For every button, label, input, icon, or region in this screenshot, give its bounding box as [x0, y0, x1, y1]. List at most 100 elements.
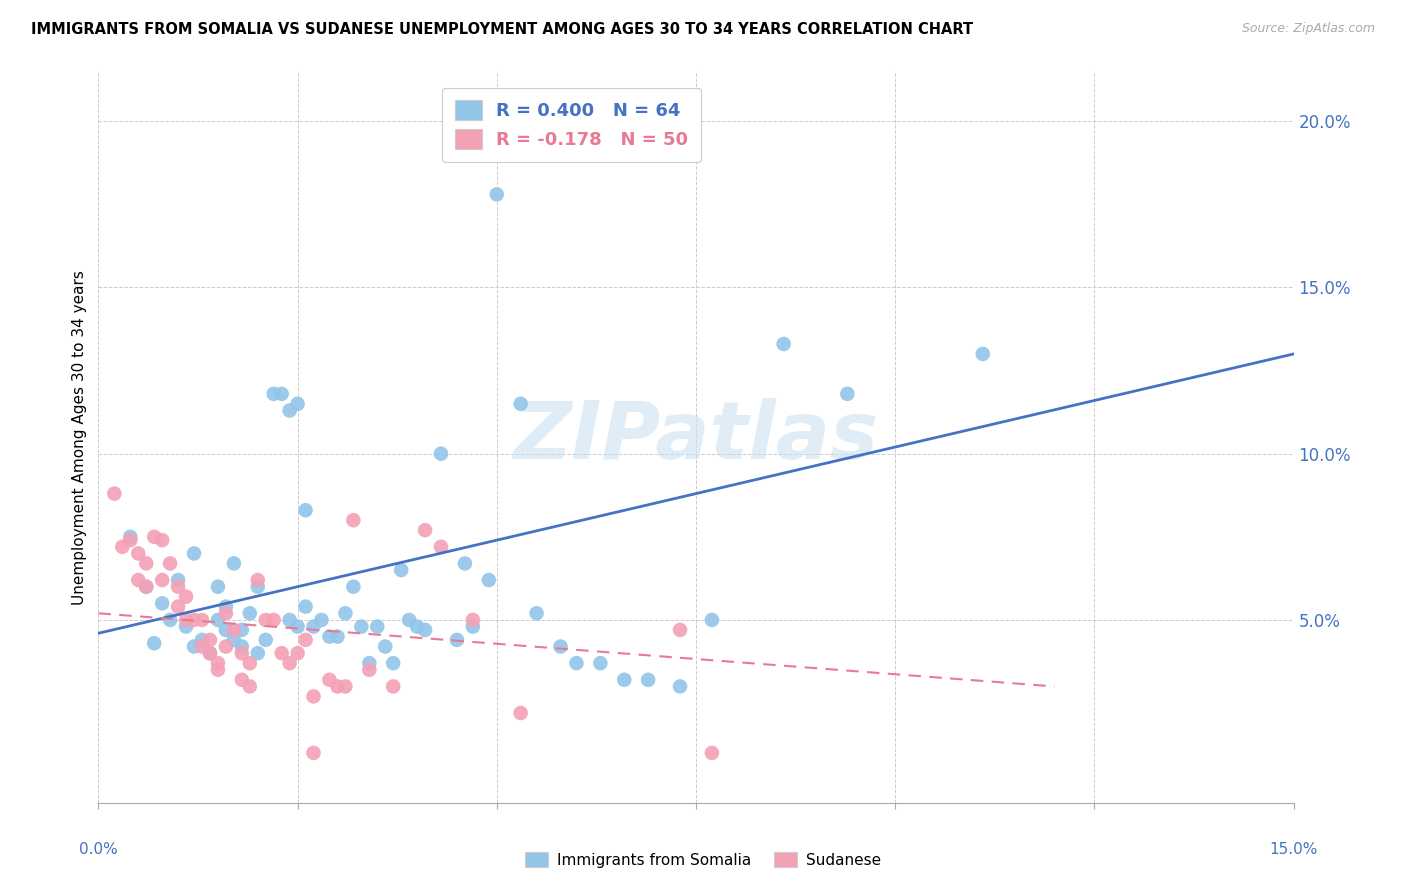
- Point: [207, 656, 229, 670]
- Point: [103, 486, 125, 500]
- Point: [446, 632, 468, 647]
- Point: [485, 187, 508, 202]
- Point: [120, 530, 142, 544]
- Point: [278, 403, 301, 417]
- Point: [150, 533, 173, 548]
- Point: [231, 673, 253, 687]
- Point: [613, 673, 636, 687]
- Point: [398, 613, 420, 627]
- Point: [294, 503, 316, 517]
- Legend: Immigrants from Somalia, Sudanese: Immigrants from Somalia, Sudanese: [517, 844, 889, 875]
- Point: [509, 397, 531, 411]
- Point: [174, 619, 197, 633]
- Point: [837, 387, 859, 401]
- Point: [198, 646, 221, 660]
- Point: [366, 619, 388, 633]
- Point: [461, 619, 484, 633]
- Point: [294, 632, 316, 647]
- Point: [191, 640, 214, 654]
- Point: [215, 640, 238, 654]
- Point: [335, 607, 357, 621]
- Point: [430, 447, 453, 461]
- Point: [454, 557, 477, 571]
- Point: [222, 632, 245, 647]
- Point: [174, 590, 197, 604]
- Point: [167, 599, 190, 614]
- Point: [239, 680, 262, 694]
- Point: [389, 563, 412, 577]
- Point: [191, 632, 214, 647]
- Point: [430, 540, 453, 554]
- Point: [294, 599, 316, 614]
- Point: [318, 630, 340, 644]
- Point: [246, 646, 269, 660]
- Point: [302, 619, 325, 633]
- Point: [278, 656, 301, 670]
- Point: [207, 613, 229, 627]
- Point: [326, 630, 349, 644]
- Point: [359, 663, 381, 677]
- Point: [302, 690, 325, 704]
- Point: [700, 613, 723, 627]
- Point: [700, 746, 723, 760]
- Point: [318, 673, 340, 687]
- Point: [382, 680, 405, 694]
- Text: 15.0%: 15.0%: [1270, 842, 1317, 856]
- Y-axis label: Unemployment Among Ages 30 to 34 years: Unemployment Among Ages 30 to 34 years: [72, 269, 87, 605]
- Point: [150, 573, 173, 587]
- Point: [207, 580, 229, 594]
- Point: [222, 623, 245, 637]
- Point: [215, 607, 238, 621]
- Point: [413, 523, 436, 537]
- Point: [150, 596, 173, 610]
- Point: [254, 632, 277, 647]
- Point: [127, 546, 149, 560]
- Point: [342, 580, 364, 594]
- Point: [461, 613, 484, 627]
- Point: [382, 656, 405, 670]
- Text: ZIPatlas: ZIPatlas: [513, 398, 879, 476]
- Point: [183, 613, 205, 627]
- Legend: R = 0.400   N = 64, R = -0.178   N = 50: R = 0.400 N = 64, R = -0.178 N = 50: [441, 87, 700, 161]
- Text: Source: ZipAtlas.com: Source: ZipAtlas.com: [1241, 22, 1375, 36]
- Point: [278, 613, 301, 627]
- Point: [565, 656, 588, 670]
- Point: [135, 580, 157, 594]
- Point: [143, 530, 166, 544]
- Point: [287, 646, 309, 660]
- Point: [215, 599, 238, 614]
- Text: IMMIGRANTS FROM SOMALIA VS SUDANESE UNEMPLOYMENT AMONG AGES 30 TO 34 YEARS CORRE: IMMIGRANTS FROM SOMALIA VS SUDANESE UNEM…: [31, 22, 973, 37]
- Point: [509, 706, 531, 720]
- Point: [231, 646, 253, 660]
- Point: [135, 557, 157, 571]
- Point: [270, 646, 292, 660]
- Point: [342, 513, 364, 527]
- Point: [263, 387, 285, 401]
- Point: [135, 580, 157, 594]
- Point: [302, 746, 325, 760]
- Point: [972, 347, 994, 361]
- Point: [215, 623, 238, 637]
- Point: [589, 656, 612, 670]
- Point: [637, 673, 659, 687]
- Point: [198, 646, 221, 660]
- Point: [669, 623, 692, 637]
- Point: [167, 580, 190, 594]
- Point: [287, 397, 309, 411]
- Point: [174, 613, 197, 627]
- Point: [239, 607, 262, 621]
- Point: [191, 613, 214, 627]
- Point: [374, 640, 396, 654]
- Point: [526, 607, 548, 621]
- Point: [413, 623, 436, 637]
- Point: [246, 573, 269, 587]
- Point: [183, 640, 205, 654]
- Point: [326, 680, 349, 694]
- Point: [263, 613, 285, 627]
- Point: [335, 680, 357, 694]
- Point: [159, 613, 181, 627]
- Point: [231, 623, 253, 637]
- Point: [198, 632, 221, 647]
- Point: [111, 540, 134, 554]
- Point: [287, 619, 309, 633]
